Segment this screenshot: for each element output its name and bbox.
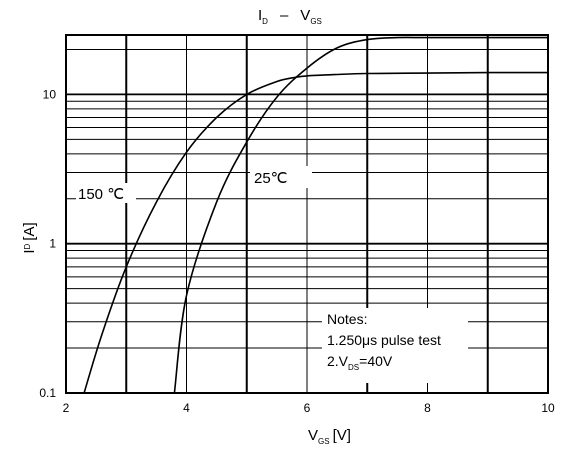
series-line-150c: [83, 71, 549, 394]
series-line-25c: [173, 36, 548, 394]
notes-line-1: 1.250μs pulse test: [327, 332, 441, 348]
x-tick-label: 4: [183, 401, 190, 415]
label-box-150c: [76, 183, 136, 203]
y-tick-label: 10: [43, 87, 57, 101]
x-tick-label: 10: [541, 401, 555, 415]
x-axis-label: VGS [V]: [308, 427, 351, 446]
x-tick-labels: 2 4 6 8 10: [63, 401, 555, 415]
series-label-25c: 25℃: [254, 170, 288, 187]
y-axis-label: ID[A]: [21, 222, 38, 253]
notes-box: [322, 308, 468, 383]
chart-title: ID – VGS: [258, 7, 322, 26]
x-tick-label: 2: [63, 401, 70, 415]
x-tick-label: 6: [304, 401, 311, 415]
notes-line-2: 2.VDS=40V: [327, 353, 393, 372]
x-tick-label: 8: [424, 401, 431, 415]
y-tick-label: 0.1: [39, 386, 56, 400]
y-tick-label: 1: [49, 237, 56, 251]
label-box-25c: [250, 166, 312, 188]
y-tick-labels: 0.1 1 10: [39, 87, 56, 400]
plot-frame: [65, 34, 549, 394]
notes-title: Notes:: [327, 311, 367, 327]
series-label-150c: 150 ℃: [78, 186, 124, 203]
grid: [66, 35, 548, 393]
